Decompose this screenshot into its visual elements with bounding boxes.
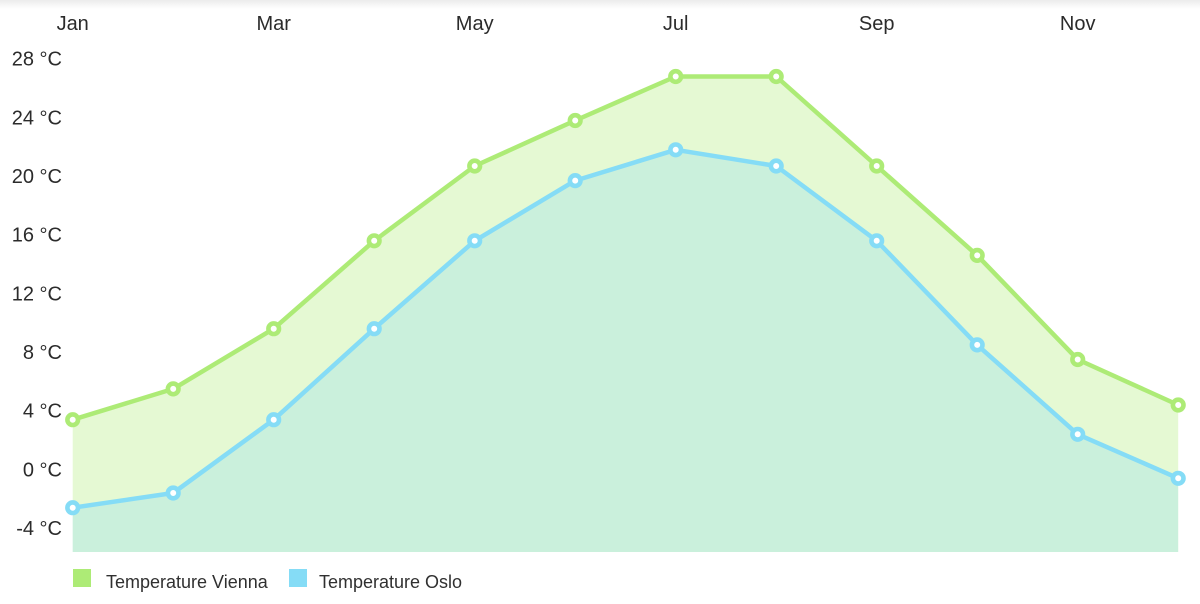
y-axis-label-8: 8 °C xyxy=(23,342,62,364)
line-oslo xyxy=(70,147,1181,510)
x-axis-label-nov: Nov xyxy=(1060,13,1096,35)
data-point-vienna-oct[interactable] xyxy=(969,247,985,263)
y-axis-label-4: 4 °C xyxy=(23,401,62,423)
data-point-oslo-apr[interactable] xyxy=(366,321,382,337)
series-lines xyxy=(70,74,1181,510)
x-axis-labels: Jan Mar May Jul Sep Nov xyxy=(57,13,1096,35)
data-point-vienna-sep[interactable] xyxy=(869,158,885,174)
x-axis-label-jul: Jul xyxy=(663,13,689,35)
data-point-vienna-may[interactable] xyxy=(467,158,483,174)
line-vienna xyxy=(70,74,1181,422)
data-point-vienna-aug[interactable] xyxy=(768,68,784,85)
y-axis-label-16: 16 °C xyxy=(12,225,62,247)
data-point-oslo-oct[interactable] xyxy=(969,337,985,353)
area-vienna xyxy=(72,76,1179,552)
x-axis-label-mar: Mar xyxy=(256,13,291,35)
y-axis-label--4: -4 °C xyxy=(16,518,62,540)
x-axis-label-may: May xyxy=(456,13,494,35)
y-axis-label-28: 28 °C xyxy=(12,49,62,71)
data-point-vienna-jan[interactable] xyxy=(65,412,81,428)
top-fade-strip xyxy=(0,0,1200,9)
series-areas xyxy=(72,76,1179,553)
data-point-oslo-aug[interactable] xyxy=(768,158,784,174)
legend-swatch-oslo[interactable] xyxy=(289,569,307,587)
y-axis-labels: 28 °C 24 °C 20 °C 16 °C 12 °C 8 °C 4 °C 0 °C -4 … xyxy=(12,49,62,540)
y-axis-label-12: 12 °C xyxy=(12,283,62,305)
data-point-oslo-jun[interactable] xyxy=(567,173,583,189)
data-point-oslo-dec[interactable] xyxy=(1170,470,1186,486)
chart-legend: Temperature Vienna Temperature Oslo xyxy=(73,569,462,592)
data-point-oslo-sep[interactable] xyxy=(869,233,885,249)
y-axis-label-20: 20 °C xyxy=(12,166,62,188)
data-point-vienna-apr[interactable] xyxy=(366,233,382,249)
y-axis-label-24: 24 °C xyxy=(12,107,62,129)
data-point-vienna-feb[interactable] xyxy=(165,381,181,397)
legend-label-oslo[interactable]: Temperature Oslo xyxy=(319,572,462,592)
area-oslo xyxy=(72,149,1179,553)
legend-label-vienna[interactable]: Temperature Vienna xyxy=(106,572,269,592)
data-point-vienna-mar[interactable] xyxy=(266,321,282,337)
data-point-oslo-jan[interactable] xyxy=(65,500,81,516)
data-point-oslo-mar[interactable] xyxy=(266,412,282,428)
data-point-oslo-may[interactable] xyxy=(467,233,483,249)
data-point-vienna-jun[interactable] xyxy=(567,112,583,129)
series-markers xyxy=(65,68,1186,516)
data-point-oslo-nov[interactable] xyxy=(1070,426,1086,442)
x-axis-label-sep: Sep xyxy=(859,13,895,35)
data-point-oslo-feb[interactable] xyxy=(165,485,181,501)
data-point-vienna-dec[interactable] xyxy=(1170,397,1186,413)
y-axis-label-0: 0 °C xyxy=(23,459,62,481)
legend-swatch-vienna[interactable] xyxy=(73,569,91,587)
data-point-vienna-jul[interactable] xyxy=(668,68,684,85)
x-axis-label-jan: Jan xyxy=(57,13,89,35)
data-point-oslo-jul[interactable] xyxy=(668,142,684,158)
data-point-vienna-nov[interactable] xyxy=(1070,351,1086,368)
